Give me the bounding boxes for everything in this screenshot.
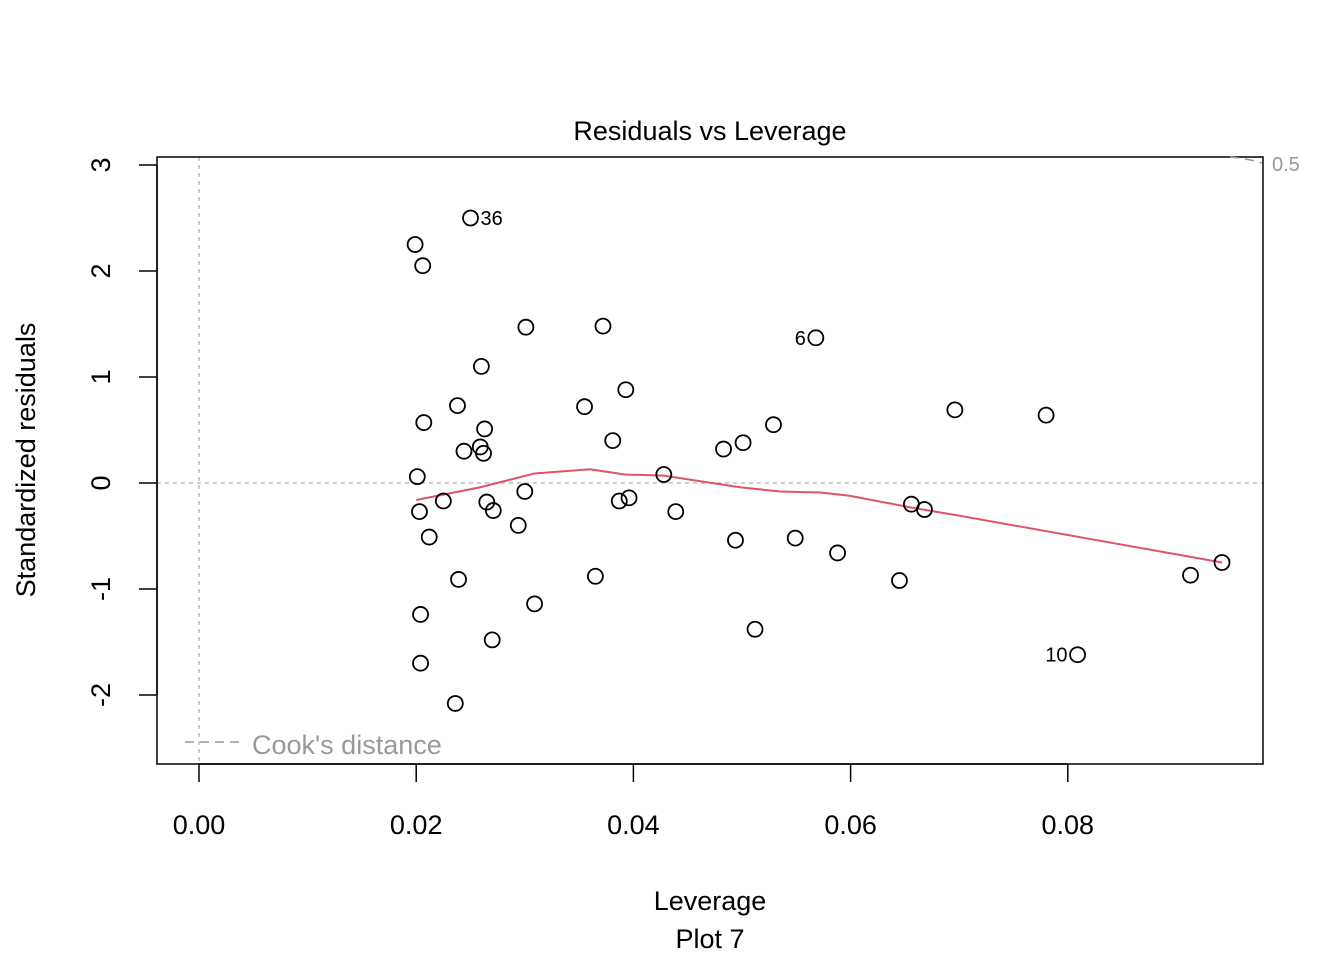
data-point	[516, 483, 534, 500]
data-point	[891, 572, 908, 589]
data-point	[620, 489, 638, 507]
data-point	[786, 529, 804, 547]
data-point	[462, 209, 479, 227]
y-tick-label: -1	[86, 577, 116, 601]
data-point	[475, 444, 492, 462]
x-tick-label: 0.06	[824, 810, 877, 840]
data-point	[765, 416, 782, 434]
data-point	[455, 442, 473, 460]
data-point	[617, 381, 635, 399]
data-point	[746, 620, 764, 638]
point-label: 10	[1045, 645, 1067, 667]
data-point	[1037, 406, 1055, 424]
data-point	[1069, 646, 1086, 664]
data-point	[478, 493, 496, 511]
chart-subtitle: Plot 7	[675, 924, 744, 954]
data-point	[411, 503, 428, 521]
y-tick-label: -2	[86, 683, 116, 707]
cooks-contour-label: 0.5	[1272, 154, 1300, 176]
data-point	[526, 595, 543, 613]
plot-frame	[156, 156, 1264, 765]
cooks-distance-contour	[1229, 156, 1263, 164]
data-point	[420, 528, 438, 546]
data-point	[734, 434, 752, 452]
data-point	[446, 695, 464, 712]
x-tick-label: 0.08	[1042, 810, 1095, 840]
x-axis-label: Leverage	[654, 886, 767, 916]
data-point	[576, 398, 593, 416]
data-point	[450, 571, 467, 588]
data-point	[412, 654, 429, 672]
loess-smooth-line	[416, 468, 1223, 564]
y-tick-label: 0	[86, 475, 116, 490]
x-tick-label: 0.04	[607, 810, 660, 840]
chart-title: Residuals vs Leverage	[573, 116, 846, 146]
data-point	[1213, 554, 1231, 571]
data-point	[594, 317, 612, 335]
data-point	[412, 606, 429, 623]
data-point	[472, 357, 490, 375]
data-point	[408, 468, 426, 486]
data-point	[449, 397, 466, 415]
data-point	[807, 329, 825, 347]
data-point	[415, 414, 433, 431]
data-point	[604, 432, 622, 450]
data-point	[586, 567, 604, 585]
data-point	[1182, 566, 1199, 584]
x-tick-label: 0.02	[390, 810, 443, 840]
point-label: 36	[481, 208, 503, 230]
data-point	[610, 492, 628, 510]
data-point	[509, 517, 527, 534]
data-point	[667, 503, 685, 521]
data-point	[727, 531, 744, 549]
data-point	[946, 401, 964, 419]
data-point	[476, 420, 494, 438]
y-axis-label: Standardized residuals	[11, 323, 41, 598]
data-point	[434, 492, 452, 510]
y-tick-label: 2	[86, 263, 116, 278]
cooks-legend-label: Cook's distance	[252, 730, 442, 760]
data-point	[414, 257, 432, 275]
data-point	[483, 631, 501, 649]
data-point	[916, 501, 933, 518]
data-point	[715, 440, 732, 458]
y-tick-label: 1	[86, 369, 116, 384]
data-point	[517, 318, 535, 336]
y-tick-label: 3	[86, 157, 116, 172]
data-point	[406, 236, 424, 253]
x-tick-label: 0.00	[173, 810, 226, 840]
data-point	[655, 466, 673, 483]
data-point	[484, 502, 502, 519]
data-point	[829, 544, 846, 562]
cooks-distance-legend: Cook's distance	[185, 730, 442, 760]
point-label: 6	[795, 328, 806, 350]
